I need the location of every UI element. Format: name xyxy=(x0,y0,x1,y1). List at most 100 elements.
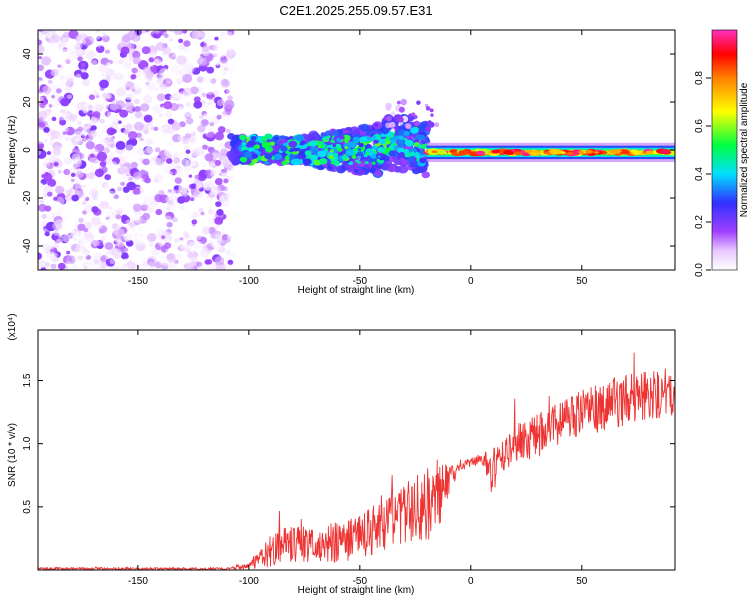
noise-blob xyxy=(89,156,97,164)
y-tick-label: -20 xyxy=(22,190,33,205)
noise-blob xyxy=(176,253,182,259)
noise-blob xyxy=(213,140,218,144)
noise-blob xyxy=(84,214,90,221)
noise-blob xyxy=(204,259,211,265)
noise-blob xyxy=(197,125,206,133)
noise-blob xyxy=(169,95,174,100)
trail-speckle xyxy=(398,106,405,113)
noise-blob xyxy=(80,68,85,72)
noise-blob xyxy=(137,160,142,164)
noise-blob xyxy=(207,101,213,106)
noise-blob xyxy=(50,263,57,270)
trail-speckle xyxy=(390,128,395,133)
noise-blob xyxy=(149,261,156,268)
noise-blob xyxy=(174,74,183,83)
noise-blob xyxy=(210,170,215,175)
noise-blob xyxy=(120,181,125,186)
trail-core-blob xyxy=(353,148,357,151)
trail-core-blob xyxy=(377,146,385,153)
noise-blob xyxy=(122,57,129,63)
noise-blob xyxy=(226,48,235,57)
noise-blob xyxy=(106,127,116,136)
trail-core-blob xyxy=(267,158,274,163)
noise-blob xyxy=(146,130,154,138)
noise-blob xyxy=(165,262,170,267)
noise-blob xyxy=(67,45,73,51)
noise-blob xyxy=(190,86,199,95)
noise-blob xyxy=(135,85,140,91)
noise-blob xyxy=(77,56,83,62)
noise-blob xyxy=(167,30,173,36)
noise-blob xyxy=(202,133,209,139)
noise-blob xyxy=(203,181,214,191)
noise-blob xyxy=(198,208,204,213)
noise-blob xyxy=(194,178,199,183)
noise-blob xyxy=(53,230,60,236)
noise-blob xyxy=(172,53,178,58)
trail-core-blob xyxy=(365,151,370,156)
noise-blob xyxy=(201,163,206,168)
noise-blob xyxy=(108,152,116,160)
noise-blob xyxy=(60,109,66,115)
noise-blob xyxy=(202,243,213,253)
noise-blob xyxy=(67,50,78,60)
noise-blob xyxy=(203,75,212,84)
noise-blob xyxy=(182,191,189,197)
noise-blob xyxy=(196,235,202,241)
noise-blob xyxy=(142,204,148,210)
noise-blob xyxy=(183,145,190,151)
noise-blob xyxy=(38,149,47,159)
noise-blob xyxy=(156,93,166,102)
noise-blob xyxy=(63,168,71,176)
noise-blob xyxy=(38,168,43,176)
trail-core-blob xyxy=(403,130,411,136)
trail-core-blob xyxy=(273,153,283,160)
trail-blob xyxy=(227,133,236,140)
trail-core-blob xyxy=(357,155,361,159)
noise-blob xyxy=(171,30,182,36)
snr-frame xyxy=(37,329,676,571)
noise-blob xyxy=(171,98,176,103)
noise-blob xyxy=(163,149,171,157)
noise-blob xyxy=(78,217,84,223)
noise-blob xyxy=(103,52,111,59)
noise-blob xyxy=(123,247,129,252)
noise-blob xyxy=(107,71,117,80)
noise-blob xyxy=(92,240,100,247)
noise-blob xyxy=(216,99,225,107)
trail-core-blob xyxy=(281,160,288,166)
noise-blob xyxy=(188,174,193,178)
trail-core-blob xyxy=(342,155,348,160)
noise-blob xyxy=(132,50,141,59)
noise-blob xyxy=(48,169,54,174)
trail-core-blob xyxy=(271,145,280,152)
noise-blob xyxy=(103,136,112,145)
noise-blob xyxy=(74,42,83,50)
trail-core-blob xyxy=(295,134,305,142)
noise-blob xyxy=(74,104,82,111)
trail-core-blob xyxy=(364,161,369,164)
noise-blob xyxy=(219,64,229,73)
trail-peak-blob xyxy=(431,150,438,154)
noise-blob xyxy=(158,150,167,158)
trail-peak-blob xyxy=(534,150,542,154)
trail-core-blob xyxy=(319,158,328,165)
noise-blob xyxy=(188,245,195,251)
noise-blob xyxy=(177,257,186,265)
noise-blob xyxy=(206,66,215,74)
noise-blob xyxy=(38,135,46,145)
noise-blob xyxy=(179,245,188,253)
trail-peak-blob xyxy=(475,150,486,155)
noise-blob xyxy=(84,264,93,270)
noise-blob xyxy=(92,111,101,119)
noise-blob xyxy=(58,113,66,121)
colorbar: 0.0 0.2 0.4 0.6 0.8 Normalized spectral ampl… xyxy=(694,29,750,277)
noise-blob xyxy=(55,50,61,55)
noise-blob xyxy=(162,31,173,41)
trail-blob xyxy=(397,164,409,174)
noise-blob xyxy=(143,167,149,172)
noise-blob xyxy=(191,30,202,40)
noise-blob xyxy=(72,156,82,165)
noise-blob xyxy=(44,205,52,212)
noise-blob xyxy=(38,77,43,82)
